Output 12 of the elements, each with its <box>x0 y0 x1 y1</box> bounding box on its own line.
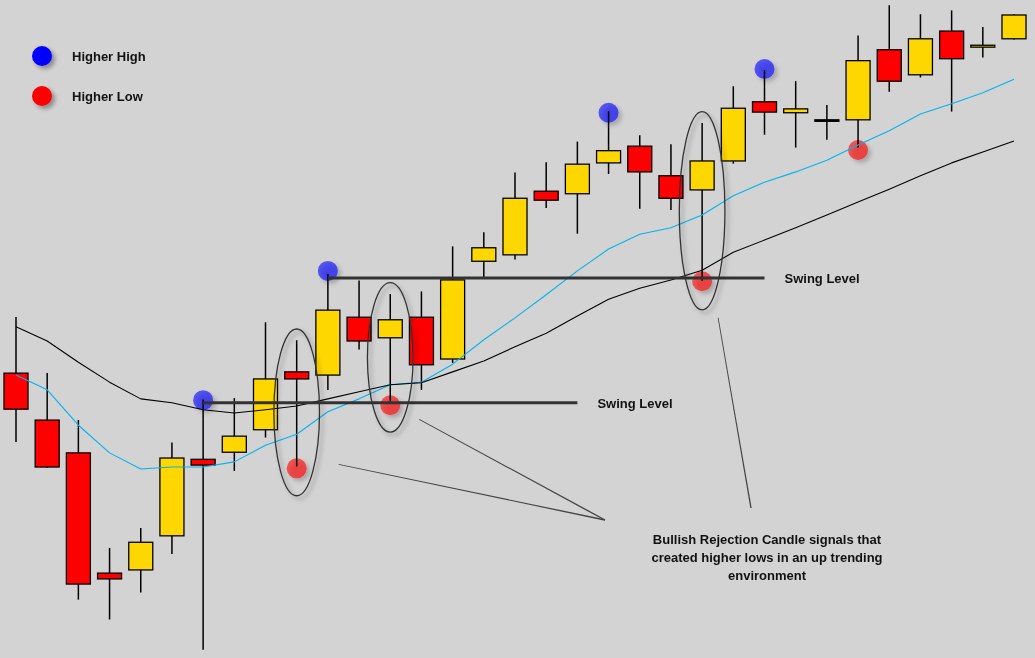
point <box>598 102 619 123</box>
series-label: Swing Level <box>784 270 860 286</box>
candlestick <box>96 547 123 620</box>
candlestick <box>970 27 996 58</box>
point <box>286 458 307 479</box>
annotation: Bullish Rejection Candle signals that created higher lows in an up trending environment <box>651 531 883 583</box>
legend-label: Higher High <box>72 48 146 64</box>
legend-label: Higher Low <box>72 88 144 104</box>
point <box>754 59 775 80</box>
candlestick <box>814 104 840 140</box>
candlestick <box>783 81 809 148</box>
series-label: Swing Level <box>597 395 673 411</box>
